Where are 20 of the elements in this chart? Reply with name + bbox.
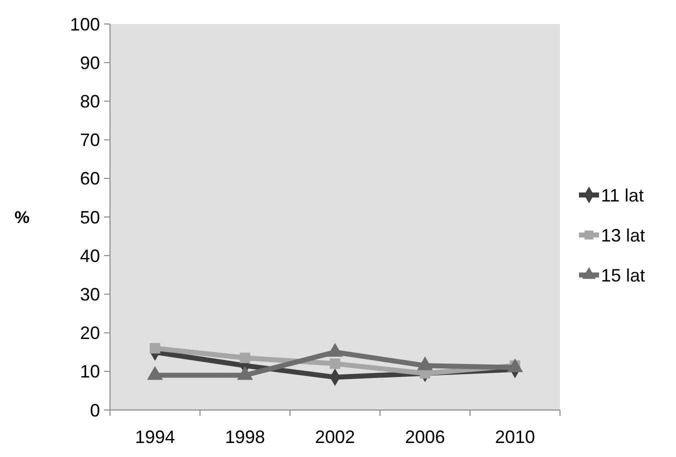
- y-tick-label: 30: [80, 284, 100, 304]
- y-tick-label: 50: [80, 207, 100, 228]
- legend-label: 11 lat: [601, 185, 644, 206]
- x-tick-label: 2002: [314, 427, 356, 447]
- y-axis-title: %: [14, 208, 30, 227]
- y-tick-label: 80: [80, 92, 100, 112]
- x-tick-label: 2006: [404, 427, 446, 447]
- y-tick-label: 70: [80, 130, 100, 150]
- legend-label: 15 lat: [601, 265, 646, 286]
- y-tick-label: 20: [80, 323, 100, 344]
- x-tick-label: 1994: [134, 427, 176, 447]
- x-tick-label: 2010: [494, 427, 536, 447]
- y-tick-label: 10: [80, 362, 100, 382]
- y-tick-label: 60: [80, 168, 100, 189]
- y-tick-label: 0: [90, 400, 100, 420]
- legend-label: 13 lat: [601, 225, 646, 246]
- y-tick-label: 90: [80, 52, 100, 73]
- y-tick-label: 40: [80, 246, 100, 266]
- x-tick-label: 1998: [224, 427, 266, 447]
- y-tick-label: 100: [70, 14, 100, 34]
